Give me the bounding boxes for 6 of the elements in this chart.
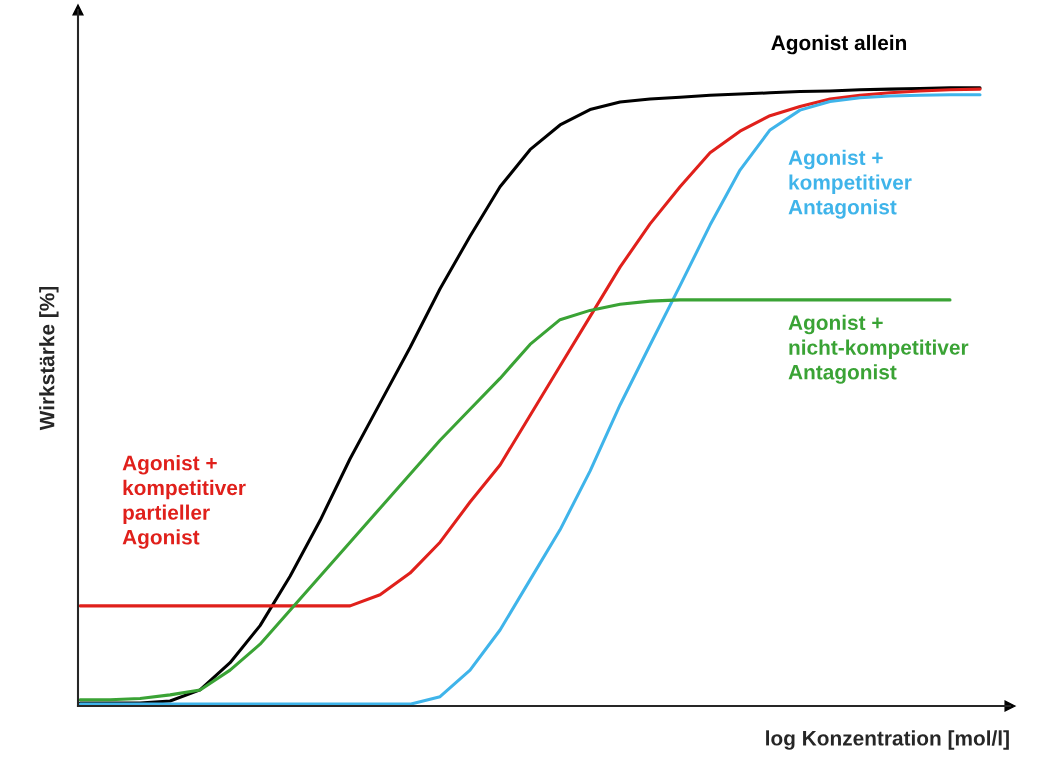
series-label: Agonist + nicht-kompetitiver Antagonist [788, 314, 969, 384]
x-axis-title: log Konzentration [mol/l] [766, 730, 1009, 750]
text: Agonist + kompetitiver partieller Agonist [122, 455, 246, 549]
series-label: Agonist allein [771, 34, 907, 55]
y-axis-title: Wirkstärke [%] [39, 286, 59, 431]
series-label: Agonist + kompetitiver Antagonist [788, 149, 912, 219]
